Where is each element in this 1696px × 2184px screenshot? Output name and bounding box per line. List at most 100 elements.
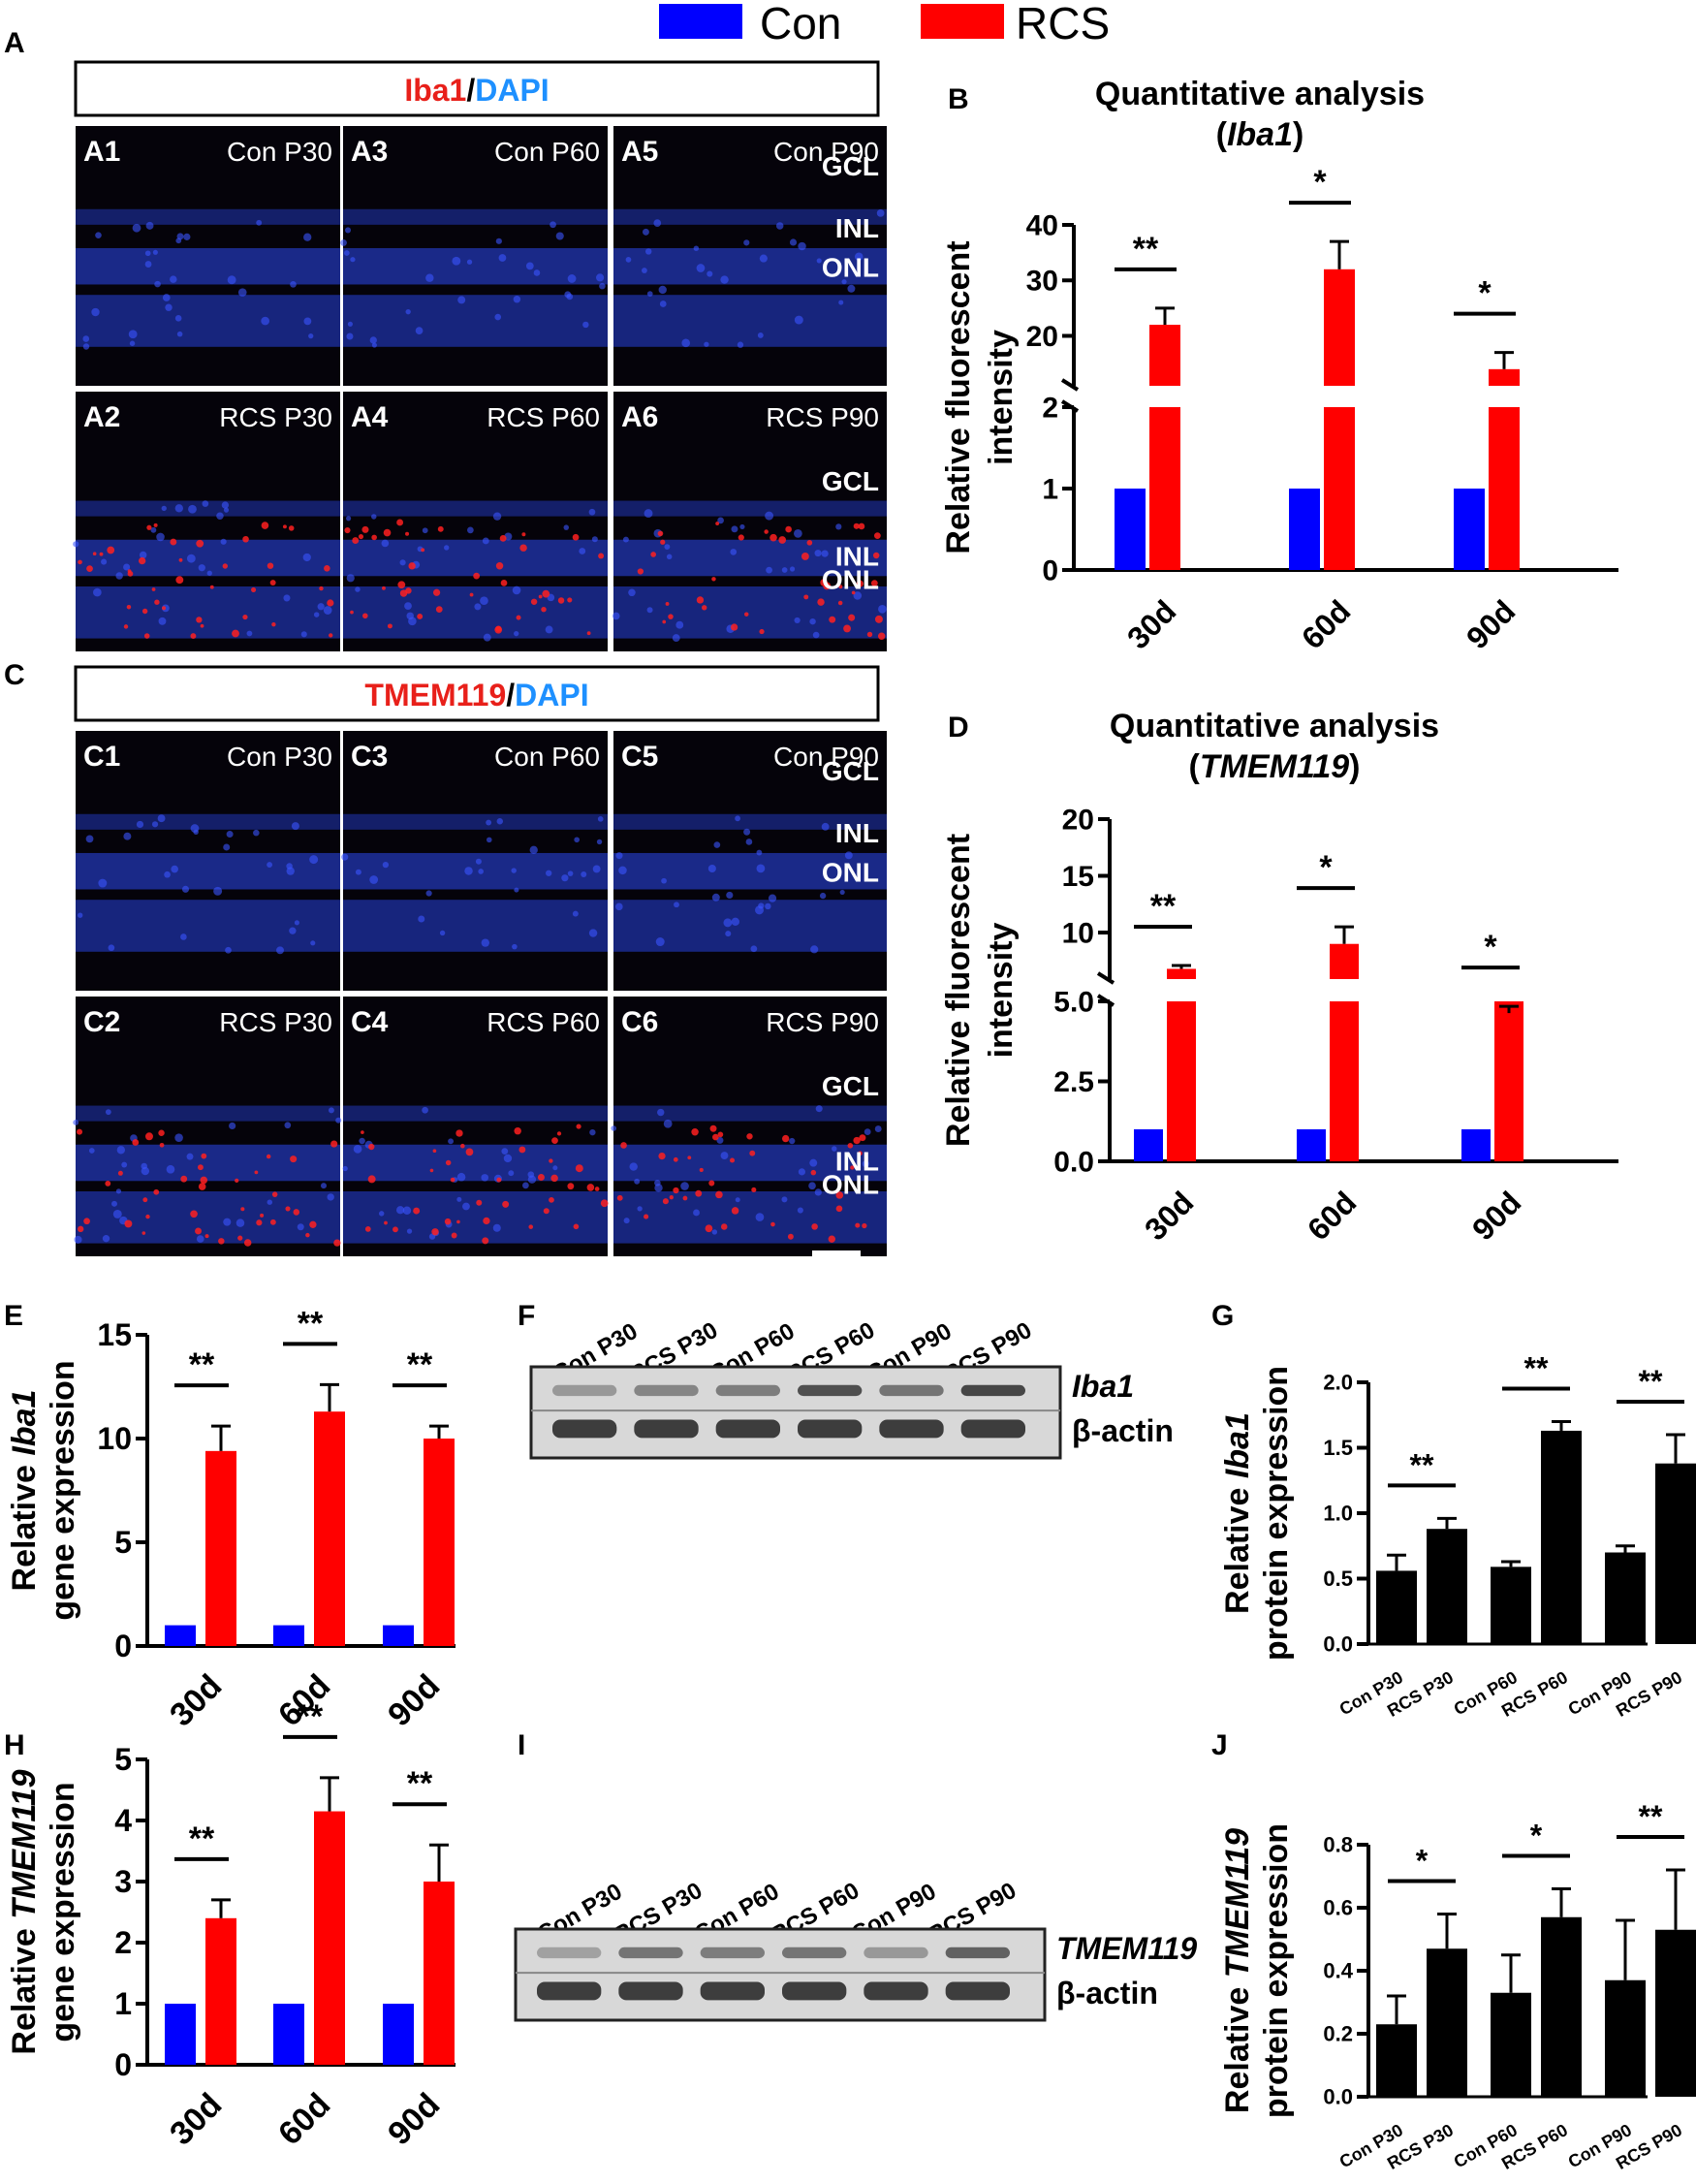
bar-rcs-lower: [1149, 407, 1180, 570]
nucleus-dot: [225, 946, 232, 954]
micrograph-tile-A2: A2 RCS P30: [73, 392, 340, 651]
tile-id: C3: [351, 741, 388, 773]
y-tick-label: 0: [114, 1629, 132, 1663]
nucleus-dot: [323, 606, 332, 615]
nucleus-dot: [165, 303, 173, 311]
microglia-signal-dot: [530, 598, 538, 605]
microglia-signal-dot: [731, 1207, 739, 1215]
microglia-signal-dot: [92, 552, 97, 556]
stain-header: TMEM119/DAPI: [364, 678, 588, 712]
bar-con: [383, 1625, 414, 1646]
bar: [1655, 1929, 1696, 2097]
microglia-signal-dot: [159, 1142, 165, 1148]
nucleus-dot: [342, 1165, 348, 1172]
microglia-signal-dot: [502, 1200, 510, 1208]
microglia-signal-dot: [567, 1183, 575, 1190]
counterstain-name: DAPI: [475, 73, 549, 108]
y-tick-label: 0.2: [1323, 2022, 1353, 2046]
nucleus-dot: [789, 566, 796, 572]
nucleus-dot: [151, 821, 159, 828]
nucleus-dot: [223, 507, 230, 513]
microglia-signal-dot: [870, 580, 878, 587]
bar: [1605, 1552, 1646, 1644]
target-band: [634, 1384, 699, 1397]
legend: Con RCS: [659, 0, 1110, 48]
chart-D: Quantitative analysis (TMEM119) Relative f…: [940, 708, 1618, 1247]
bar-rcs: [205, 1917, 236, 2065]
inner-nuclear-band: [613, 539, 887, 577]
bar: [1376, 1570, 1417, 1644]
nucleus-dot: [581, 871, 587, 878]
nucleus-dot: [514, 631, 519, 637]
nucleus-dot: [220, 538, 227, 545]
chart-subtitle: (TMEM119): [1189, 748, 1361, 785]
nucleus-dot: [654, 1179, 661, 1187]
microglia-signal-dot: [687, 1155, 692, 1160]
actin-band: [945, 1981, 1010, 2001]
nucleus-dot: [176, 331, 183, 337]
microglia-signal-dot: [382, 586, 386, 590]
nucleus-dot: [582, 321, 589, 329]
nucleus-dot: [481, 1174, 489, 1182]
panel-letter-G: G: [1211, 1300, 1234, 1332]
bar-con: [273, 1625, 304, 1646]
y-axis-label: Relative fluorescent: [940, 240, 977, 554]
microglia-signal-dot: [731, 623, 738, 631]
significance-mark: **: [1410, 1447, 1434, 1482]
microglia-signal-dot: [190, 1210, 198, 1219]
y-axis-label: Relative Iba1: [1219, 1412, 1256, 1614]
microglia-signal-dot: [673, 1187, 679, 1194]
nucleus-dot: [115, 1188, 122, 1194]
nucleus-dot: [136, 820, 144, 829]
tile-id: A1: [83, 136, 120, 168]
layer-label-inl: INL: [835, 818, 879, 848]
nucleus-dot: [223, 1218, 232, 1226]
microglia-signal-dot: [586, 1184, 595, 1191]
nucleus-dot: [596, 273, 605, 282]
legend-label-con: Con: [760, 0, 841, 48]
actin-band: [715, 1419, 780, 1439]
chart-G: Relative Iba1 protein expression 0.0 0.5 1.0…: [1219, 1351, 1696, 1721]
nucleus-dot: [286, 863, 293, 870]
layer-label-gcl: GCL: [822, 1071, 879, 1101]
bar-con: [273, 2004, 304, 2065]
microglia-signal-dot: [243, 1239, 252, 1247]
microglia-signal-dot: [801, 553, 809, 560]
nucleus-dot: [289, 927, 297, 934]
ganglion-layer-band: [613, 1105, 887, 1122]
nucleus-dot: [415, 327, 424, 334]
nucleus-dot: [355, 586, 361, 592]
microglia-signal-dot: [319, 586, 324, 591]
microglia-signal-dot: [271, 1191, 278, 1197]
layer-label-onl: ONL: [822, 252, 879, 282]
nucleus-dot: [456, 1172, 466, 1182]
microglia-signal-dot: [178, 557, 183, 562]
nucleus-dot: [498, 254, 507, 262]
nucleus-dot: [345, 227, 352, 234]
microglia-signal-dot: [550, 1174, 558, 1183]
microglia-signal-dot: [810, 1169, 817, 1176]
nucleus-dot: [876, 209, 885, 217]
microglia-signal-dot: [305, 1232, 310, 1238]
nucleus-dot: [522, 1182, 529, 1189]
significance-mark: **: [189, 1820, 215, 1857]
microglia-signal-dot: [358, 534, 364, 540]
microglia-signal-dot: [749, 1150, 756, 1156]
nucleus-dot: [878, 605, 887, 614]
nucleus-dot: [74, 1235, 82, 1244]
nucleus-dot: [343, 250, 350, 256]
layer-label-inl: INL: [835, 213, 879, 243]
nucleus-dot: [527, 1171, 535, 1178]
nucleus-dot: [93, 587, 102, 597]
microglia-signal-dot: [781, 1134, 790, 1143]
nucleus-dot: [198, 564, 205, 572]
nucleus-dot: [756, 864, 766, 873]
microglia-signal-dot: [269, 1219, 276, 1225]
bar-rcs-lower: [1167, 1001, 1196, 1161]
target-band: [618, 1947, 683, 1959]
nucleus-dot: [121, 1161, 128, 1168]
y-label-gene: TMEM119: [1219, 1828, 1256, 1978]
y-tick-label: 15: [97, 1317, 132, 1352]
microglia-signal-dot: [644, 1214, 649, 1219]
nucleus-dot: [525, 262, 534, 270]
